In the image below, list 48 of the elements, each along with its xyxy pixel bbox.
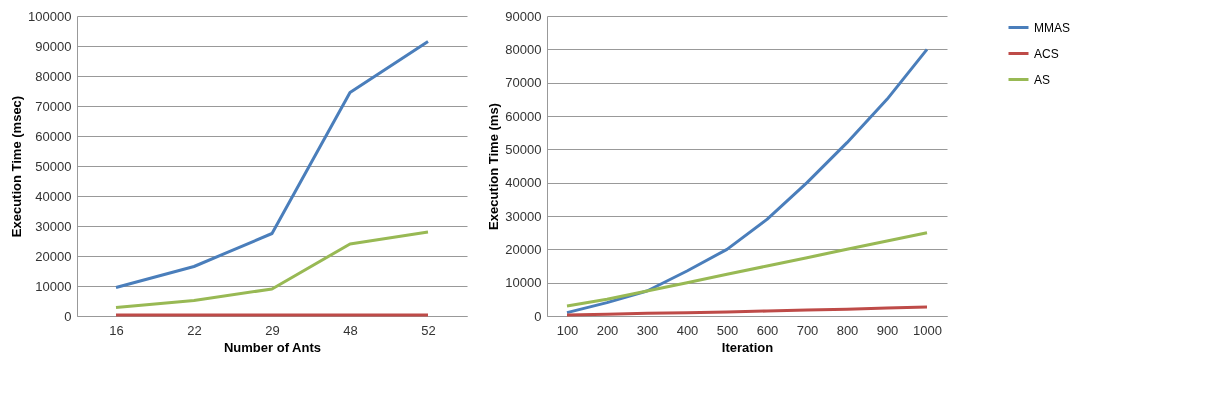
x-tick-label: 300 <box>636 322 659 338</box>
y-tick-label: 80000 <box>505 41 542 57</box>
line-series <box>114 230 430 310</box>
y-tick-label: 0 <box>534 308 542 324</box>
y-tick-label: 10000 <box>35 278 72 294</box>
line-series <box>565 47 929 315</box>
y-tick-label: 50000 <box>505 141 542 157</box>
x-tick-label: 16 <box>109 322 124 338</box>
x-tick-label: 29 <box>265 322 280 338</box>
y-axis-title: Execution Time (ms) <box>486 103 502 230</box>
x-tick-label: 900 <box>876 322 899 338</box>
x-axis-title: Iteration <box>721 339 774 355</box>
y-tick-label: 10000 <box>505 275 542 291</box>
x-tick-label: 800 <box>836 322 859 338</box>
x-tick-label: 700 <box>796 322 819 338</box>
y-tick-label: 30000 <box>35 218 72 234</box>
x-tick-label: 22 <box>187 322 202 338</box>
y-axis-title: Execution Time (msec) <box>9 95 25 238</box>
y-tick-label: 80000 <box>35 68 72 84</box>
y-tick-label: 30000 <box>505 208 542 224</box>
legend-label: ACS <box>1034 46 1059 61</box>
y-tick-label: 20000 <box>35 248 72 264</box>
x-tick-label: 200 <box>596 322 619 338</box>
y-tick-label: 20000 <box>505 241 542 257</box>
y-tick-label: 40000 <box>505 175 542 191</box>
y-tick-label: 0 <box>64 308 72 324</box>
legend-label: AS <box>1034 72 1051 87</box>
y-tick-label: 70000 <box>35 98 72 114</box>
y-tick-label: 60000 <box>505 108 542 124</box>
x-tick-label: 100 <box>556 322 579 338</box>
y-tick-label: 50000 <box>35 158 72 174</box>
line-series <box>565 231 929 308</box>
y-tick-label: 90000 <box>505 8 542 24</box>
line-series <box>114 40 430 289</box>
x-tick-label: 600 <box>756 322 779 338</box>
y-tick-label: 40000 <box>35 188 72 204</box>
y-tick-label: 70000 <box>505 75 542 91</box>
y-tick-label: 100000 <box>28 8 72 24</box>
x-tick-label: 500 <box>716 322 739 338</box>
x-axis-title: Number of Ants <box>223 339 322 355</box>
y-tick-label: 90000 <box>35 38 72 54</box>
x-tick-label: 48 <box>343 322 358 338</box>
x-tick-label: 52 <box>421 322 436 338</box>
x-tick-label: 1000 <box>913 322 942 338</box>
legend-label: MMAS <box>1034 20 1070 35</box>
x-tick-label: 400 <box>676 322 699 338</box>
y-tick-label: 60000 <box>35 128 72 144</box>
line-series <box>565 305 929 317</box>
